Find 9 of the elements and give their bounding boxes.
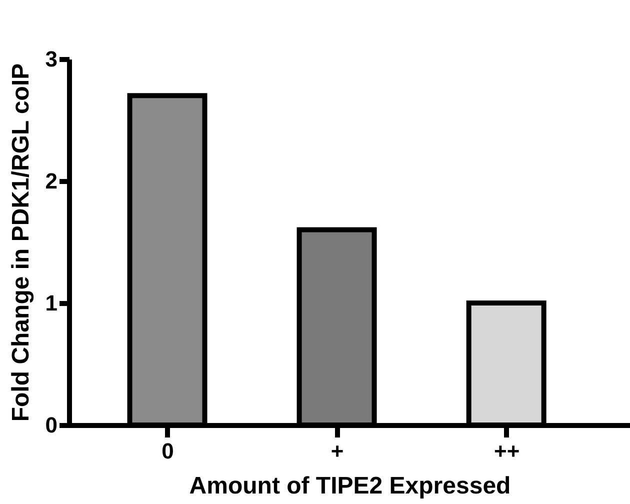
x-tick-label: + xyxy=(330,438,344,464)
y-tick-label: 1 xyxy=(45,290,58,316)
y-tick-label: 2 xyxy=(45,168,58,194)
y-tick-label: 0 xyxy=(45,412,58,438)
y-axis-title: Fold Change in PDK1/RGL coIP xyxy=(7,63,34,422)
x-tick-label: 0 xyxy=(162,438,174,464)
y-tick-label: 3 xyxy=(45,46,58,72)
x-axis-title: Amount of TIPE2 Expressed xyxy=(189,472,511,500)
x-tick-label: ++ xyxy=(494,438,520,464)
